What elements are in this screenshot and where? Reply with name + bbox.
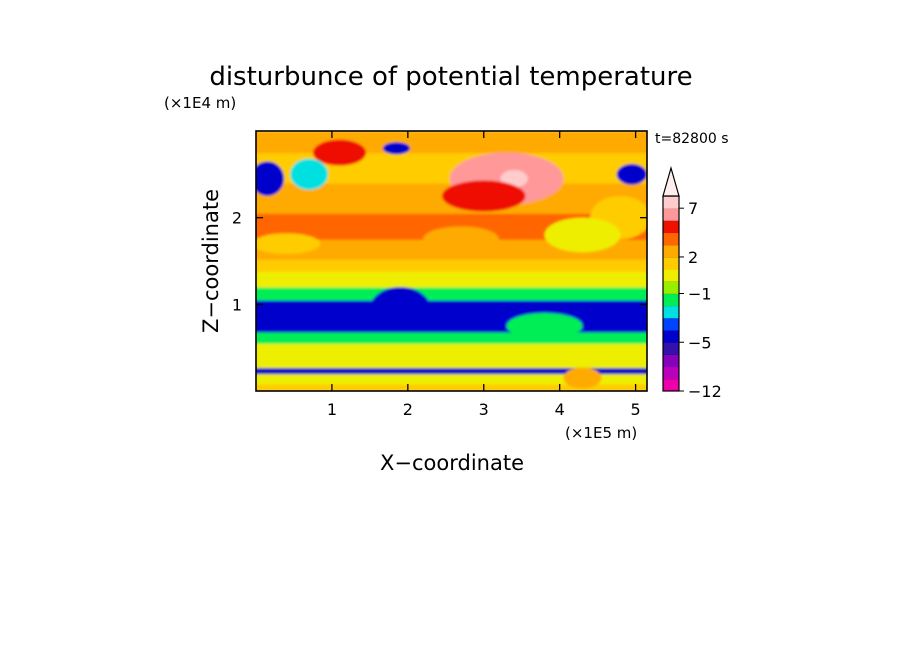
colorbar-swatch [663, 342, 679, 355]
field-blob [382, 142, 411, 155]
field-blob [256, 161, 285, 196]
field-band [256, 131, 647, 154]
field-blob [544, 217, 621, 253]
field-blob [290, 158, 329, 190]
colorbar-extend-arrow [662, 165, 680, 197]
y-axis-label: Z−coordinate [199, 189, 223, 333]
colorbar-swatch [663, 220, 679, 233]
colorbar-swatch [663, 244, 679, 258]
field-blob [500, 170, 528, 188]
chart-title: disturbunce of potential temperature [209, 62, 692, 92]
colorbar-tick-label: 7 [688, 199, 698, 218]
colorbar-swatch [663, 354, 679, 368]
field-blob [369, 287, 431, 331]
x-axis-label: X−coordinate [380, 451, 524, 475]
colorbar-swatch [663, 378, 679, 392]
field-band [256, 259, 647, 272]
field-band [256, 384, 647, 391]
axes: 1 2 3 4 5 1 2 [232, 131, 647, 419]
x-tick-label: 3 [479, 400, 489, 419]
colorbar-swatch [663, 293, 679, 307]
x-unit-label: (×1E5 m) [565, 424, 637, 442]
field-band [256, 373, 647, 385]
field-blob [423, 226, 499, 253]
field-band [256, 271, 647, 288]
colorbar-swatch [663, 330, 679, 343]
colorbar-swatch [663, 366, 679, 380]
colorbar-tick-label: 2 [688, 248, 698, 267]
colorbar-swatch [663, 317, 679, 331]
colorbar-swatch [663, 269, 679, 282]
x-tick-label: 1 [327, 400, 337, 419]
field-blob [312, 139, 367, 166]
contour-field [256, 131, 647, 391]
colorbar-swatch [663, 305, 679, 319]
field-blob [616, 163, 647, 185]
field-band [256, 300, 647, 333]
field-blob [442, 180, 526, 212]
field-shapes [256, 131, 647, 391]
x-tick-label: 5 [631, 400, 641, 419]
colorbar-tick-label: −1 [688, 285, 712, 304]
y-tick-label: 2 [232, 209, 242, 228]
field-band [256, 332, 647, 344]
colorbar-swatch [663, 196, 679, 209]
colorbar-swatch [663, 208, 679, 221]
y-unit-label: (×1E4 m) [164, 94, 236, 112]
x-tick-label: 2 [403, 400, 413, 419]
colorbar: −12−5−127 [662, 165, 722, 401]
x-tick-label: 4 [555, 400, 565, 419]
plot-frame [255, 130, 648, 392]
colorbar-swatch [663, 232, 679, 246]
field-blob [506, 313, 583, 339]
field-band [256, 287, 647, 301]
colorbar-swatch [663, 256, 679, 270]
colorbar-swatch [663, 281, 679, 294]
field-blob [563, 367, 602, 389]
field-band [256, 367, 647, 375]
field-blob [256, 233, 321, 255]
colorbar-tick-label: −12 [688, 382, 722, 401]
field-band [256, 343, 647, 369]
y-tick-label: 1 [232, 295, 242, 314]
colorbar-tick-label: −5 [688, 333, 712, 352]
time-label: t=82800 s [655, 131, 729, 147]
